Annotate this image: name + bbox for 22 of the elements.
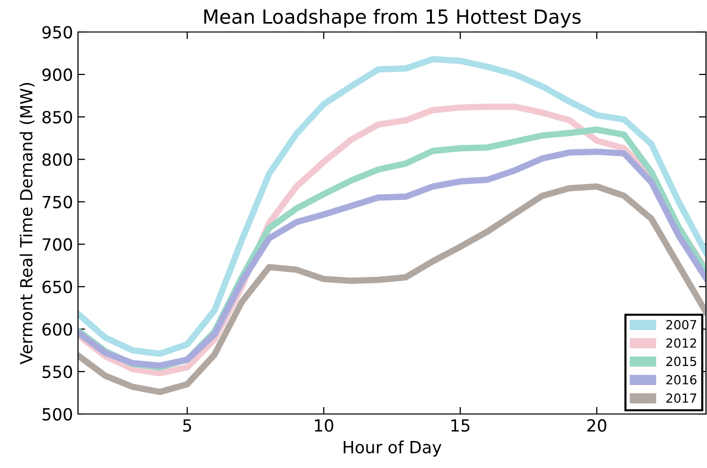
y-tick-label: 500	[42, 408, 72, 421]
x-tick-label: 10	[314, 419, 334, 432]
x-axis-title: Hour of Day	[344, 440, 442, 457]
legend-label: 2012	[666, 338, 696, 348]
y-tick-label: 650	[42, 280, 72, 294]
y-tick-label: 950	[42, 26, 72, 39]
x-tick-label: 15	[451, 419, 470, 432]
y-axis-title: Vermont Real Time Demand (MW)	[20, 82, 35, 364]
legend-label: 2007	[666, 320, 696, 330]
y-tick-label: 550	[42, 366, 72, 378]
y-tick-label: 850	[42, 110, 72, 124]
y-tick-label: 750	[42, 196, 72, 208]
y-tick-label: 600	[42, 323, 72, 336]
legend-label: 2017	[666, 393, 696, 403]
y-tick-label: 700	[42, 238, 72, 251]
y-tick-label: 900	[42, 68, 72, 82]
legend-label: 2015	[666, 356, 696, 366]
y-tick-label: 800	[42, 153, 72, 166]
chart-title: Mean Loadshape from 15 Hottest Days	[204, 8, 581, 28]
x-tick-label: 20	[587, 419, 606, 432]
legend-label: 2016	[666, 375, 696, 384]
x-tick-label: 5	[183, 419, 192, 432]
